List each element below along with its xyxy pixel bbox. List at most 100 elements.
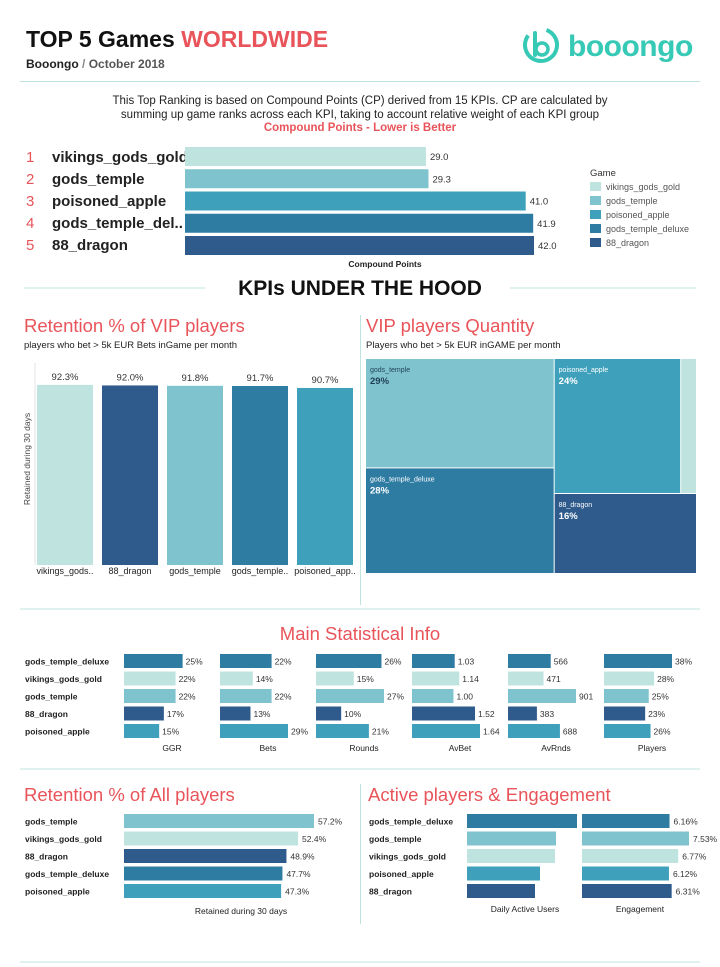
stats-bar-value: 1.52 — [478, 709, 495, 719]
stats-bar — [220, 689, 272, 703]
stats-bar — [124, 706, 164, 721]
vip-quantity-subtitle: Players who bet > 5k EUR inGAME per mont… — [366, 340, 561, 351]
compound-points-value: 29.3 — [432, 174, 451, 185]
all-retention-bar — [124, 831, 299, 846]
all-retention-row-label: gods_temple_deluxe — [25, 869, 109, 879]
stats-panel-label: Players — [638, 743, 666, 753]
stats-bar — [508, 689, 576, 703]
active-panel-label: Daily Active Users — [491, 904, 560, 914]
active-row-label: 88_dragon — [369, 887, 412, 897]
stats-bar-value: 38% — [675, 657, 692, 667]
stats-bar — [124, 654, 183, 668]
all-retention-bar — [124, 814, 314, 828]
vip-retention-bar — [37, 384, 93, 565]
active-bar — [467, 814, 577, 828]
all-retention-value: 47.7% — [286, 869, 311, 879]
section-divider-vertical — [360, 315, 361, 605]
legend-swatch — [590, 182, 601, 191]
active-bar — [582, 866, 669, 881]
stats-bar-value: 26% — [654, 727, 671, 737]
kpi-banner-rule — [24, 287, 696, 289]
vip-retention-bar — [167, 385, 223, 565]
stats-bar-value: 15% — [162, 727, 179, 737]
stats-bar-value: 25% — [186, 657, 203, 667]
stats-bar-value: 10% — [344, 709, 361, 719]
stats-bar — [604, 706, 646, 721]
active-bar — [582, 831, 689, 846]
compound-points-bar — [185, 213, 534, 233]
stats-bar-value: 21% — [372, 727, 389, 737]
stats-panel-label: Bets — [259, 743, 276, 753]
treemap-cell-value: 24% — [559, 376, 579, 387]
rank-number: 5 — [26, 237, 35, 254]
compound-points-chart: 29.0 29.3 41.0 41.9 42.0 Compound Points — [185, 147, 557, 269]
active-engagement-chart: gods_temple_deluxe gods_temple vikings_god… — [369, 814, 718, 914]
company-name: Booongo — [26, 57, 79, 71]
stats-bar — [316, 706, 342, 721]
legend-swatch — [590, 224, 601, 233]
treemap-cell — [554, 494, 696, 573]
vip-retention-title: Retention % of VIP players — [24, 315, 245, 336]
stats-bar — [412, 689, 454, 703]
legend-item: gods_temple_deluxe — [590, 224, 689, 234]
stats-row-label: gods_temple — [25, 692, 78, 702]
rank-number: 1 — [26, 149, 35, 166]
stats-bar-value: 471 — [547, 674, 561, 684]
stats-bar-value: 22% — [179, 692, 196, 702]
active-panel-label: Engagement — [616, 904, 665, 914]
active-title: Active players & Engagement — [368, 784, 611, 805]
active-bar-value: 6.12% — [673, 869, 698, 879]
stats-bar — [412, 654, 455, 668]
vip-retention-value: 91.7% — [247, 373, 274, 384]
legend-label: gods_temple — [606, 196, 658, 206]
treemap-cell-name: 88_dragon — [559, 502, 593, 509]
vip-retention-value: 90.7% — [312, 375, 339, 386]
all-retention-value: 57.2% — [318, 817, 343, 827]
legend-label: poisoned_apple — [606, 210, 670, 220]
vip-retention-subtitle: players who bet > 5k EUR Bets inGame per… — [24, 340, 238, 351]
stats-bar — [316, 724, 369, 738]
rank-number: 4 — [26, 215, 35, 232]
all-retention-chart: gods_temple 57.2% vikings_gods_gold 52.4% 88… — [25, 814, 343, 916]
stats-bar — [412, 724, 480, 738]
stats-bar — [508, 671, 544, 686]
stats-bar-value: 1.14 — [462, 674, 479, 684]
legend-swatch — [590, 196, 601, 205]
stats-row-label: 88_dragon — [25, 709, 68, 719]
stats-bar — [604, 724, 651, 738]
all-retention-row-label: poisoned_apple — [25, 887, 90, 897]
stats-row-label: vikings_gods_gold — [25, 674, 102, 684]
all-retention-value: 48.9% — [290, 852, 315, 862]
active-bar — [467, 884, 535, 898]
legend-item: vikings_gods_gold — [590, 182, 680, 192]
stats-bar — [604, 671, 655, 686]
stats-panel-label: AvRnds — [541, 743, 571, 753]
stats-row-label: poisoned_apple — [25, 727, 90, 737]
active-row-label: gods_temple_deluxe — [369, 817, 453, 827]
brand-logo-text: booongo — [568, 30, 693, 63]
rank-game-name: poisoned_apple — [52, 193, 167, 210]
treemap-cell-name: gods_temple — [370, 367, 410, 374]
vip-retention-category: gods_temple.. — [232, 566, 289, 576]
stats-panel-label: Rounds — [349, 743, 378, 753]
stats-bar — [220, 671, 253, 686]
footer-divider — [20, 961, 700, 963]
stats-row-label: gods_temple_deluxe — [25, 657, 109, 667]
treemap-cell-value: 29% — [370, 376, 390, 387]
compound-points-value: 42.0 — [538, 241, 557, 252]
vip-retention-bar — [102, 385, 158, 565]
stats-bar-value: 25% — [652, 692, 669, 702]
rank-game-name: gods_temple_del.. — [52, 215, 183, 232]
all-retention-row-label: 88_dragon — [25, 852, 68, 862]
legend-title: Game — [590, 168, 616, 179]
legend-swatch — [590, 238, 601, 247]
all-retention-row-label: vikings_gods_gold — [25, 834, 102, 844]
all-retention-bar — [124, 866, 283, 881]
vip-quantity-title: VIP players Quantity — [366, 315, 535, 336]
stats-bar — [124, 671, 176, 686]
rank-number: 2 — [26, 171, 35, 188]
active-bar — [582, 884, 672, 898]
stats-bar-value: 566 — [554, 657, 568, 667]
all-retention-row-label: gods_temple — [25, 817, 78, 827]
treemap-cell-name: gods_temple_deluxe — [370, 476, 435, 483]
